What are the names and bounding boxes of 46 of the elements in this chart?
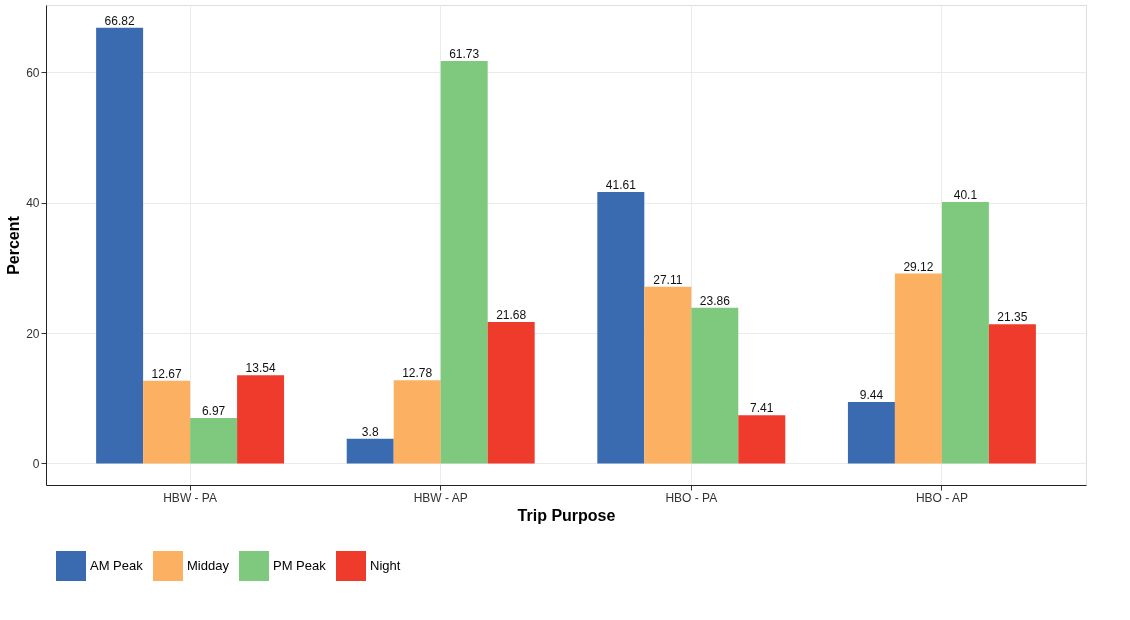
bar <box>346 438 394 464</box>
bar <box>894 273 942 464</box>
x-tick-label: HBO - AP <box>915 490 968 505</box>
y-tick-label: 20 <box>26 326 40 341</box>
legend-label: Night <box>370 558 401 573</box>
data-label: 9.44 <box>859 387 884 402</box>
bar <box>393 380 441 464</box>
legend-label: AM Peak <box>90 558 144 573</box>
x-axis-title: Trip Purpose <box>517 506 616 524</box>
bar <box>96 27 144 464</box>
x-tick-label: HBW - PA <box>163 490 217 505</box>
data-label: 29.12 <box>903 259 934 274</box>
bar <box>440 60 488 464</box>
x-tick-label: HBO - PA <box>665 490 718 505</box>
bar <box>738 415 786 464</box>
bar <box>190 418 238 464</box>
y-axis-title: Percent <box>5 215 23 275</box>
bar <box>988 324 1036 464</box>
data-label: 21.68 <box>496 308 527 323</box>
data-label: 41.61 <box>605 178 637 193</box>
data-label: 12.78 <box>402 366 433 381</box>
data-label: 6.97 <box>201 404 226 419</box>
data-label: 27.11 <box>653 272 683 287</box>
bar <box>143 380 191 464</box>
data-label: 7.41 <box>750 401 774 416</box>
data-label: 61.73 <box>449 46 480 61</box>
y-tick-label: 0 <box>32 456 40 471</box>
data-label: 66.82 <box>104 13 135 28</box>
y-tick-label: 60 <box>26 65 40 80</box>
data-label: 40.1 <box>953 187 978 202</box>
data-label: 12.67 <box>151 366 182 381</box>
bar <box>237 375 285 464</box>
legend-label: Midday <box>187 558 230 573</box>
bar <box>847 401 895 464</box>
bar <box>644 286 692 464</box>
y-tick-label: 40 <box>26 196 40 211</box>
data-label: 13.54 <box>245 361 276 376</box>
bar <box>691 307 739 464</box>
bar <box>597 192 645 464</box>
data-label: 3.8 <box>361 424 379 439</box>
data-label: 23.86 <box>699 293 731 308</box>
legend-label: PM Peak <box>273 558 327 573</box>
bar <box>941 201 989 464</box>
bar <box>487 322 535 464</box>
x-tick-label: HBW - AP <box>413 490 468 505</box>
data-label: 21.35 <box>997 310 1028 325</box>
